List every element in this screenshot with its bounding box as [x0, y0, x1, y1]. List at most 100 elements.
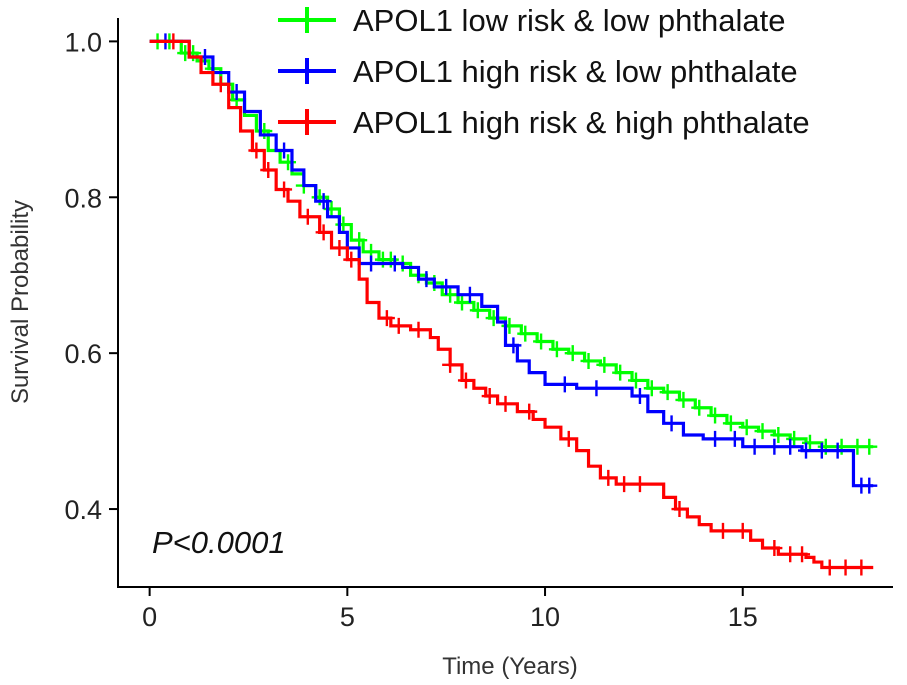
censor-mark [707, 430, 724, 447]
censor-mark [722, 415, 739, 432]
p-value-annotation: P<0.0001 [152, 525, 286, 560]
censor-mark [457, 372, 474, 389]
censor-mark [612, 364, 629, 381]
x-tick-label: 5 [340, 602, 355, 632]
y-tick-label: 0.6 [64, 339, 102, 369]
censor-mark [390, 317, 407, 334]
series-0 [149, 33, 878, 455]
censor-mark [386, 255, 403, 272]
censor-mark [517, 325, 534, 342]
censor-mark [691, 399, 708, 416]
censor-mark [738, 419, 755, 436]
x-tick-label: 10 [530, 602, 560, 632]
censor-mark [442, 286, 459, 303]
censor-mark [548, 341, 565, 358]
censor-mark [600, 469, 617, 486]
legend-label: APOL1 high risk & low phthalate [353, 54, 798, 89]
x-tick-label: 15 [728, 602, 758, 632]
censor-mark [596, 356, 613, 373]
series-1 [149, 33, 878, 494]
x-axis-title: Time (Years) [442, 653, 578, 680]
censor-mark [228, 84, 245, 101]
censor-mark [782, 438, 799, 455]
plot-marks [149, 33, 878, 576]
censor-mark [454, 294, 471, 311]
censor-mark [212, 76, 229, 93]
censor-mark [714, 522, 731, 539]
censor-mark [497, 395, 514, 412]
censor-mark [331, 239, 348, 256]
censor-mark [707, 407, 724, 424]
censor-mark [315, 193, 332, 210]
series-2 [149, 33, 874, 576]
survival-curve [149, 39, 874, 449]
x-ticks: 0 5 10 15 [142, 587, 758, 632]
censor-mark [580, 352, 597, 369]
survival-curve [149, 39, 874, 488]
censor-mark [837, 559, 854, 576]
censor-mark [335, 216, 352, 233]
censor-mark [280, 154, 297, 171]
censor-mark [766, 438, 783, 455]
censor-mark [256, 123, 273, 140]
censor-mark [469, 302, 486, 319]
y-tick-label: 0.8 [64, 183, 102, 213]
censor-mark [311, 189, 328, 206]
censor-mark [813, 442, 830, 459]
censor-mark [260, 161, 277, 178]
censor-mark [438, 278, 455, 295]
censor-mark [794, 546, 811, 563]
censor-mark [299, 208, 316, 225]
censor-mark [786, 430, 803, 447]
censor-mark [663, 415, 680, 432]
censor-mark [276, 181, 293, 198]
censor-mark [382, 251, 399, 268]
censor-mark [343, 251, 360, 268]
censor-mark [461, 286, 478, 303]
y-ticks: 0.4 0.6 0.8 1.0 [64, 27, 118, 525]
censor-mark [315, 224, 332, 241]
censor-mark [770, 427, 787, 444]
censor-mark [659, 384, 676, 401]
y-axis-title: Survival Probability [7, 200, 34, 404]
censor-mark [485, 310, 502, 327]
legend: APOL1 low risk & low phthalate APOL1 high… [278, 3, 810, 140]
censor-mark [861, 477, 878, 494]
censor-mark [560, 430, 577, 447]
censor-mark [726, 430, 743, 447]
censor-mark [766, 540, 783, 557]
censor-mark [556, 376, 573, 393]
y-tick-label: 0.4 [64, 495, 102, 525]
censor-mark [533, 333, 550, 350]
censor-mark [185, 45, 202, 62]
x-tick-label: 0 [142, 602, 157, 632]
censor-mark [643, 380, 660, 397]
censor-mark [734, 522, 751, 539]
censor-mark [616, 476, 633, 493]
censor-mark [248, 142, 265, 159]
censor-mark [276, 142, 293, 159]
censor-mark [801, 434, 818, 451]
censor-mark [821, 559, 838, 576]
censor-mark [798, 442, 815, 459]
censor-mark [410, 321, 427, 338]
censor-mark [754, 423, 771, 440]
censor-mark [501, 317, 518, 334]
censor-mark [351, 232, 368, 249]
censor-mark [442, 356, 459, 373]
censor-mark [588, 380, 605, 397]
censor-mark [378, 310, 395, 327]
censor-mark [675, 391, 692, 408]
censor-mark [833, 438, 850, 455]
censor-mark [165, 33, 182, 50]
censor-mark [746, 438, 763, 455]
censor-mark [671, 501, 688, 518]
censor-mark [853, 559, 870, 576]
legend-label: APOL1 low risk & low phthalate [353, 3, 786, 38]
censor-mark [829, 442, 846, 459]
censor-mark [564, 345, 581, 362]
censor-mark [363, 255, 380, 272]
censor-mark [861, 438, 878, 455]
censor-mark [817, 438, 834, 455]
